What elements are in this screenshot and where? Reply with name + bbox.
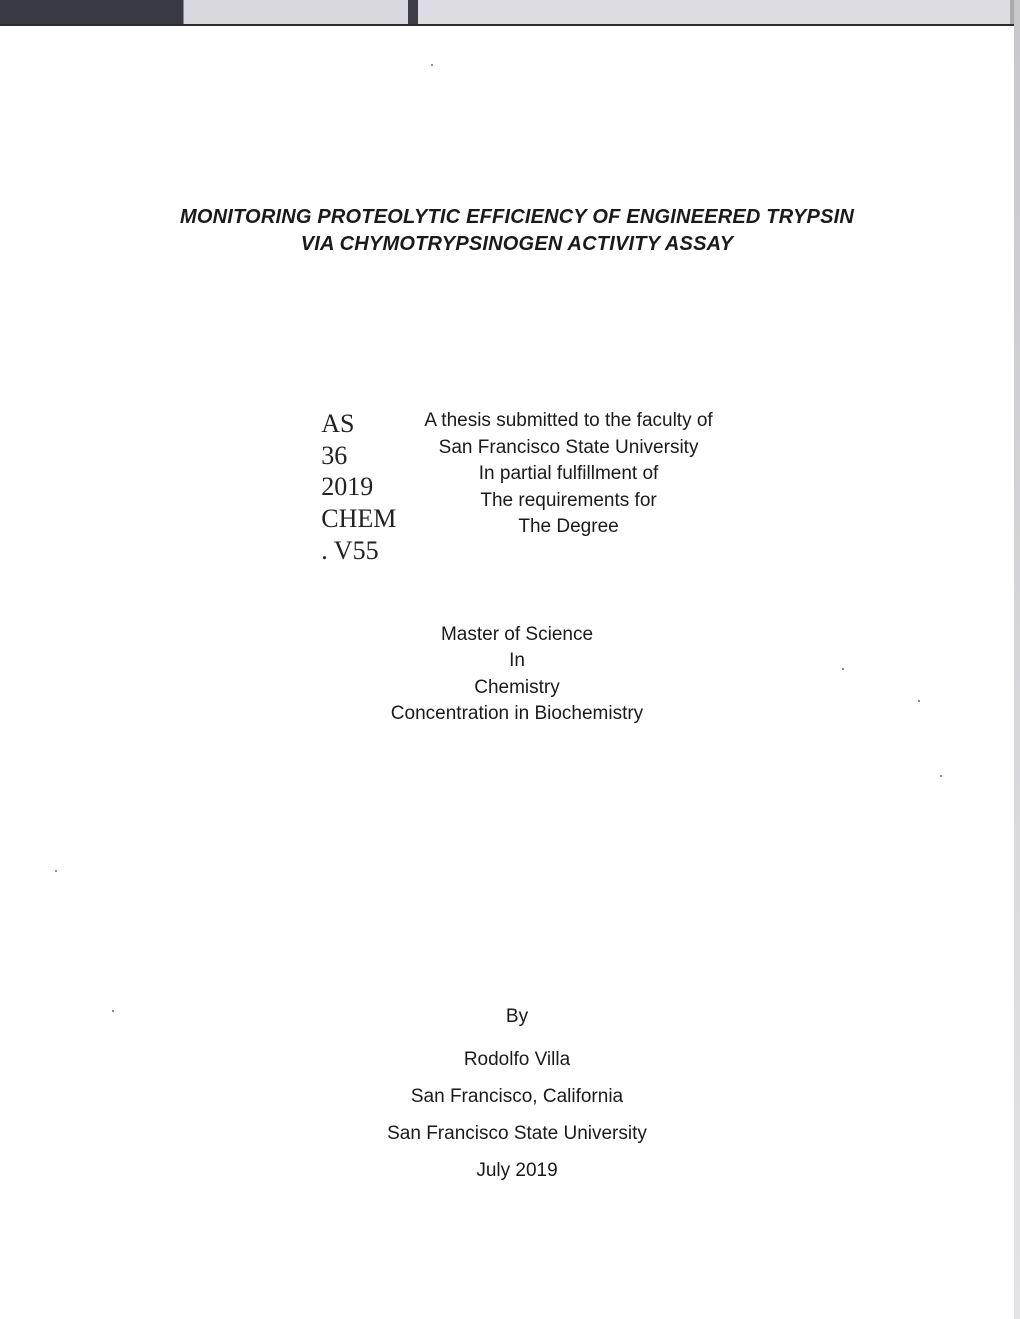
callno-l3: 2019 [321, 472, 373, 501]
scanner-right-edge [1014, 0, 1020, 1319]
degree-l1: Master of Science [140, 622, 894, 649]
scan-speck [842, 668, 844, 670]
submission-l5: The Degree [424, 514, 712, 541]
scan-speck [431, 64, 433, 66]
degree-l2: In [140, 648, 894, 675]
thesis-date: July 2019 [140, 1152, 894, 1189]
submission-statement: A thesis submitted to the faculty of San… [424, 408, 712, 541]
submission-l4: The requirements for [424, 488, 712, 515]
author-name: Rodolfo Villa [140, 1041, 894, 1078]
scan-speck [55, 870, 57, 872]
page-content: MONITORING PROTEOLYTIC EFFICIENCY OF ENG… [0, 24, 1014, 1319]
submission-l2: San Francisco State University [424, 435, 712, 462]
author-institution: San Francisco State University [140, 1115, 894, 1152]
callno-l1: AS [321, 409, 354, 438]
degree-block: Master of Science In Chemistry Concentra… [140, 622, 894, 728]
callno-l2: 36 [321, 441, 347, 470]
title-line-2: VIA CHYMOTRYPSINOGEN ACTIVITY ASSAY [140, 231, 894, 258]
midsection: AS 36 2019 CHEM . V55 A thesis submitted… [140, 408, 894, 567]
scanner-top-artifact [0, 0, 1020, 26]
callno-l4: CHEM [321, 504, 396, 533]
title-line-1: MONITORING PROTEOLYTIC EFFICIENCY OF ENG… [140, 204, 894, 231]
scan-speck [940, 775, 942, 777]
author-city: San Francisco, California [140, 1078, 894, 1115]
library-call-number: AS 36 2019 CHEM . V55 [321, 408, 396, 567]
submission-l1: A thesis submitted to the faculty of [424, 408, 712, 435]
byline-block: By Rodolfo Villa San Francisco, Californ… [140, 998, 894, 1189]
scan-speck [112, 1010, 114, 1012]
thesis-title: MONITORING PROTEOLYTIC EFFICIENCY OF ENG… [140, 204, 894, 258]
scan-speck [918, 700, 920, 702]
scanned-page: MONITORING PROTEOLYTIC EFFICIENCY OF ENG… [0, 0, 1020, 1319]
degree-l4: Concentration in Biochemistry [140, 701, 894, 728]
submission-l3: In partial fulfillment of [424, 461, 712, 488]
by-label: By [140, 998, 894, 1035]
degree-l3: Chemistry [140, 675, 894, 702]
callno-l5: . V55 [321, 536, 378, 565]
